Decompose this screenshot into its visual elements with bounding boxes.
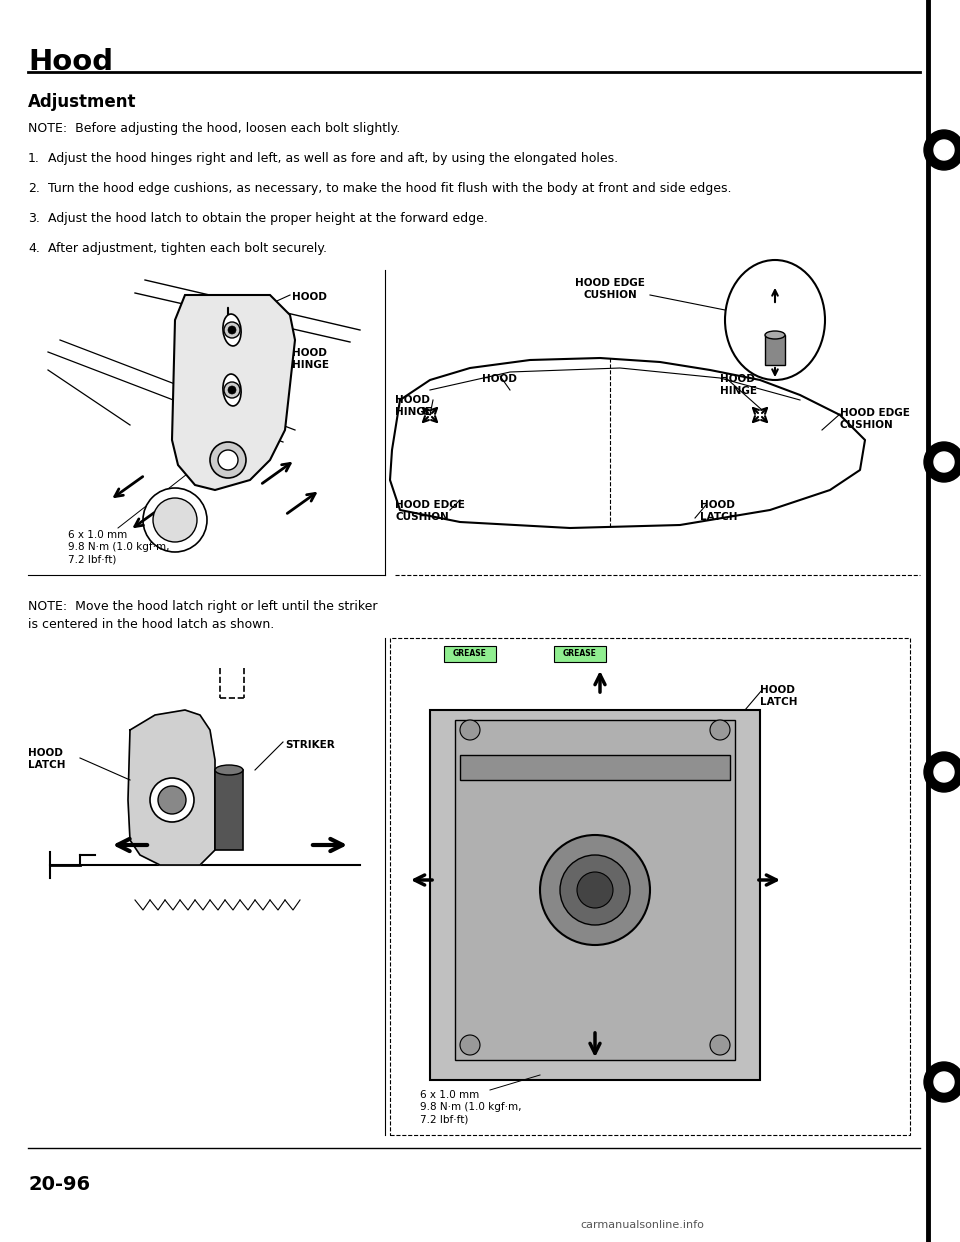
- Circle shape: [924, 751, 960, 792]
- Ellipse shape: [725, 260, 825, 380]
- Text: GREASE: GREASE: [453, 650, 487, 658]
- Circle shape: [924, 442, 960, 482]
- Text: HOOD EDGE
CUSHION: HOOD EDGE CUSHION: [840, 409, 910, 430]
- Text: 1.: 1.: [28, 152, 40, 165]
- Text: HOOD
LATCH: HOOD LATCH: [700, 501, 737, 522]
- Circle shape: [158, 786, 186, 814]
- FancyBboxPatch shape: [554, 646, 606, 662]
- Circle shape: [460, 1035, 480, 1054]
- Circle shape: [934, 763, 954, 782]
- Bar: [765, 335, 785, 365]
- Circle shape: [460, 720, 480, 740]
- Text: HOOD
HINGE: HOOD HINGE: [720, 374, 757, 396]
- Circle shape: [710, 1035, 730, 1054]
- Text: NOTE:  Before adjusting the hood, loosen each bolt slightly.: NOTE: Before adjusting the hood, loosen …: [28, 122, 400, 135]
- Circle shape: [228, 325, 236, 334]
- Text: HOOD
HINGE: HOOD HINGE: [292, 348, 329, 370]
- Bar: [460, 755, 730, 780]
- Text: 6 x 1.0 mm
9.8 N·m (1.0 kgf·m,
7.2 lbf·ft): 6 x 1.0 mm 9.8 N·m (1.0 kgf·m, 7.2 lbf·f…: [420, 1090, 521, 1125]
- Circle shape: [228, 386, 236, 394]
- Text: 6 x 1.0 mm
9.8 N·m (1.0 kgf·m,
7.2 lbf·ft): 6 x 1.0 mm 9.8 N·m (1.0 kgf·m, 7.2 lbf·f…: [68, 530, 170, 565]
- Text: Turn the hood edge cushions, as necessary, to make the hood fit flush with the b: Turn the hood edge cushions, as necessar…: [48, 183, 732, 195]
- Circle shape: [934, 1072, 954, 1092]
- Circle shape: [210, 442, 246, 478]
- Text: 2.: 2.: [28, 183, 40, 195]
- Bar: [390, 638, 910, 1135]
- Text: Hood: Hood: [28, 48, 113, 76]
- Text: 20-96: 20-96: [28, 1175, 90, 1194]
- Polygon shape: [172, 296, 295, 491]
- Ellipse shape: [223, 374, 241, 406]
- Circle shape: [934, 452, 954, 472]
- Ellipse shape: [765, 332, 785, 339]
- Text: NOTE:  Move the hood latch right or left until the striker
is centered in the ho: NOTE: Move the hood latch right or left …: [28, 600, 377, 631]
- Bar: [430, 710, 760, 1081]
- Circle shape: [924, 1062, 960, 1102]
- Circle shape: [224, 322, 240, 338]
- Circle shape: [150, 777, 194, 822]
- FancyBboxPatch shape: [444, 646, 496, 662]
- Text: HOOD: HOOD: [292, 292, 326, 302]
- Ellipse shape: [215, 765, 243, 775]
- Text: Adjust the hood hinges right and left, as well as fore and aft, by using the elo: Adjust the hood hinges right and left, a…: [48, 152, 618, 165]
- Text: Adjustment: Adjustment: [28, 93, 136, 111]
- Circle shape: [540, 835, 650, 945]
- Bar: [455, 720, 735, 1059]
- Circle shape: [218, 450, 238, 469]
- Text: HOOD
LATCH: HOOD LATCH: [28, 748, 65, 770]
- Circle shape: [577, 872, 613, 908]
- Circle shape: [710, 720, 730, 740]
- Text: 4.: 4.: [28, 242, 40, 255]
- Bar: [215, 770, 243, 850]
- Circle shape: [143, 488, 207, 551]
- Circle shape: [153, 498, 197, 542]
- Text: GREASE: GREASE: [564, 650, 597, 658]
- Text: After adjustment, tighten each bolt securely.: After adjustment, tighten each bolt secu…: [48, 242, 327, 255]
- Text: HOOD EDGE
CUSHION: HOOD EDGE CUSHION: [395, 501, 465, 522]
- Text: STRIKER: STRIKER: [285, 740, 335, 750]
- Text: Adjust the hood latch to obtain the proper height at the forward edge.: Adjust the hood latch to obtain the prop…: [48, 212, 488, 225]
- Text: HOOD
HINGE: HOOD HINGE: [395, 395, 432, 416]
- Circle shape: [560, 854, 630, 925]
- Text: carmanualsonline.info: carmanualsonline.info: [580, 1220, 704, 1230]
- Ellipse shape: [223, 314, 241, 347]
- Text: HOOD: HOOD: [482, 374, 516, 384]
- Text: HOOD EDGE
CUSHION: HOOD EDGE CUSHION: [575, 278, 645, 299]
- Text: HOOD
LATCH: HOOD LATCH: [760, 686, 798, 707]
- Circle shape: [224, 383, 240, 397]
- Circle shape: [924, 130, 960, 170]
- Circle shape: [934, 140, 954, 160]
- Text: 3.: 3.: [28, 212, 40, 225]
- Polygon shape: [128, 710, 215, 864]
